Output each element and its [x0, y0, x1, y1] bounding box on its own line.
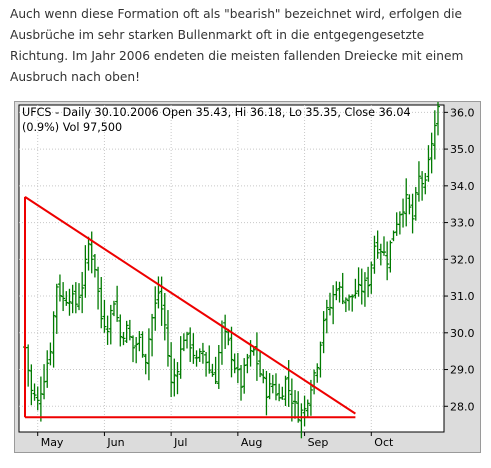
- x-axis-ticks: May Jun Jul Aug Sep Oct: [37, 432, 394, 449]
- grid-lines: [19, 105, 444, 432]
- upper-trendline: [24, 196, 356, 415]
- y-tick-label: 34.0: [450, 180, 475, 193]
- intro-text: Auch wenn diese Formation oft als "beari…: [10, 7, 464, 84]
- x-tick-label: Jul: [173, 436, 187, 449]
- x-tick-label: Oct: [374, 436, 394, 449]
- chart-header-line2: (0.9%) Vol 97,500: [22, 121, 122, 134]
- y-tick-label: 35.0: [450, 143, 475, 156]
- chart-svg: 28.0 29.0 30.0 31.0 32.0 33.0 34.0 35.0 36.0 May…: [18, 93, 475, 449]
- y-tick-label: 31.0: [450, 290, 475, 303]
- plot-area: [18, 104, 445, 433]
- x-tick-label: Sep: [308, 436, 329, 449]
- y-tick-label: 33.0: [450, 217, 475, 230]
- x-tick-label: Jun: [106, 436, 124, 449]
- y-axis-ticks: 28.0 29.0 30.0 31.0 32.0 33.0 34.0 35.0 36.0: [444, 106, 475, 413]
- y-tick-label: 29.0: [450, 364, 475, 377]
- triangle-trendlines: [24, 196, 356, 419]
- y-tick-label: 28.0: [450, 400, 475, 413]
- x-tick-label: May: [41, 436, 64, 449]
- x-tick-label: Aug: [241, 436, 262, 449]
- stock-chart: 28.0 29.0 30.0 31.0 32.0 33.0 34.0 35.0 36.0 May…: [14, 93, 481, 453]
- chart-header-line1: UFCS - Daily 30.10.2006 Open 35.43, Hi 3…: [22, 106, 411, 119]
- y-tick-label: 36.0: [450, 106, 475, 119]
- y-tick-label: 30.0: [450, 327, 475, 340]
- y-tick-label: 32.0: [450, 253, 475, 266]
